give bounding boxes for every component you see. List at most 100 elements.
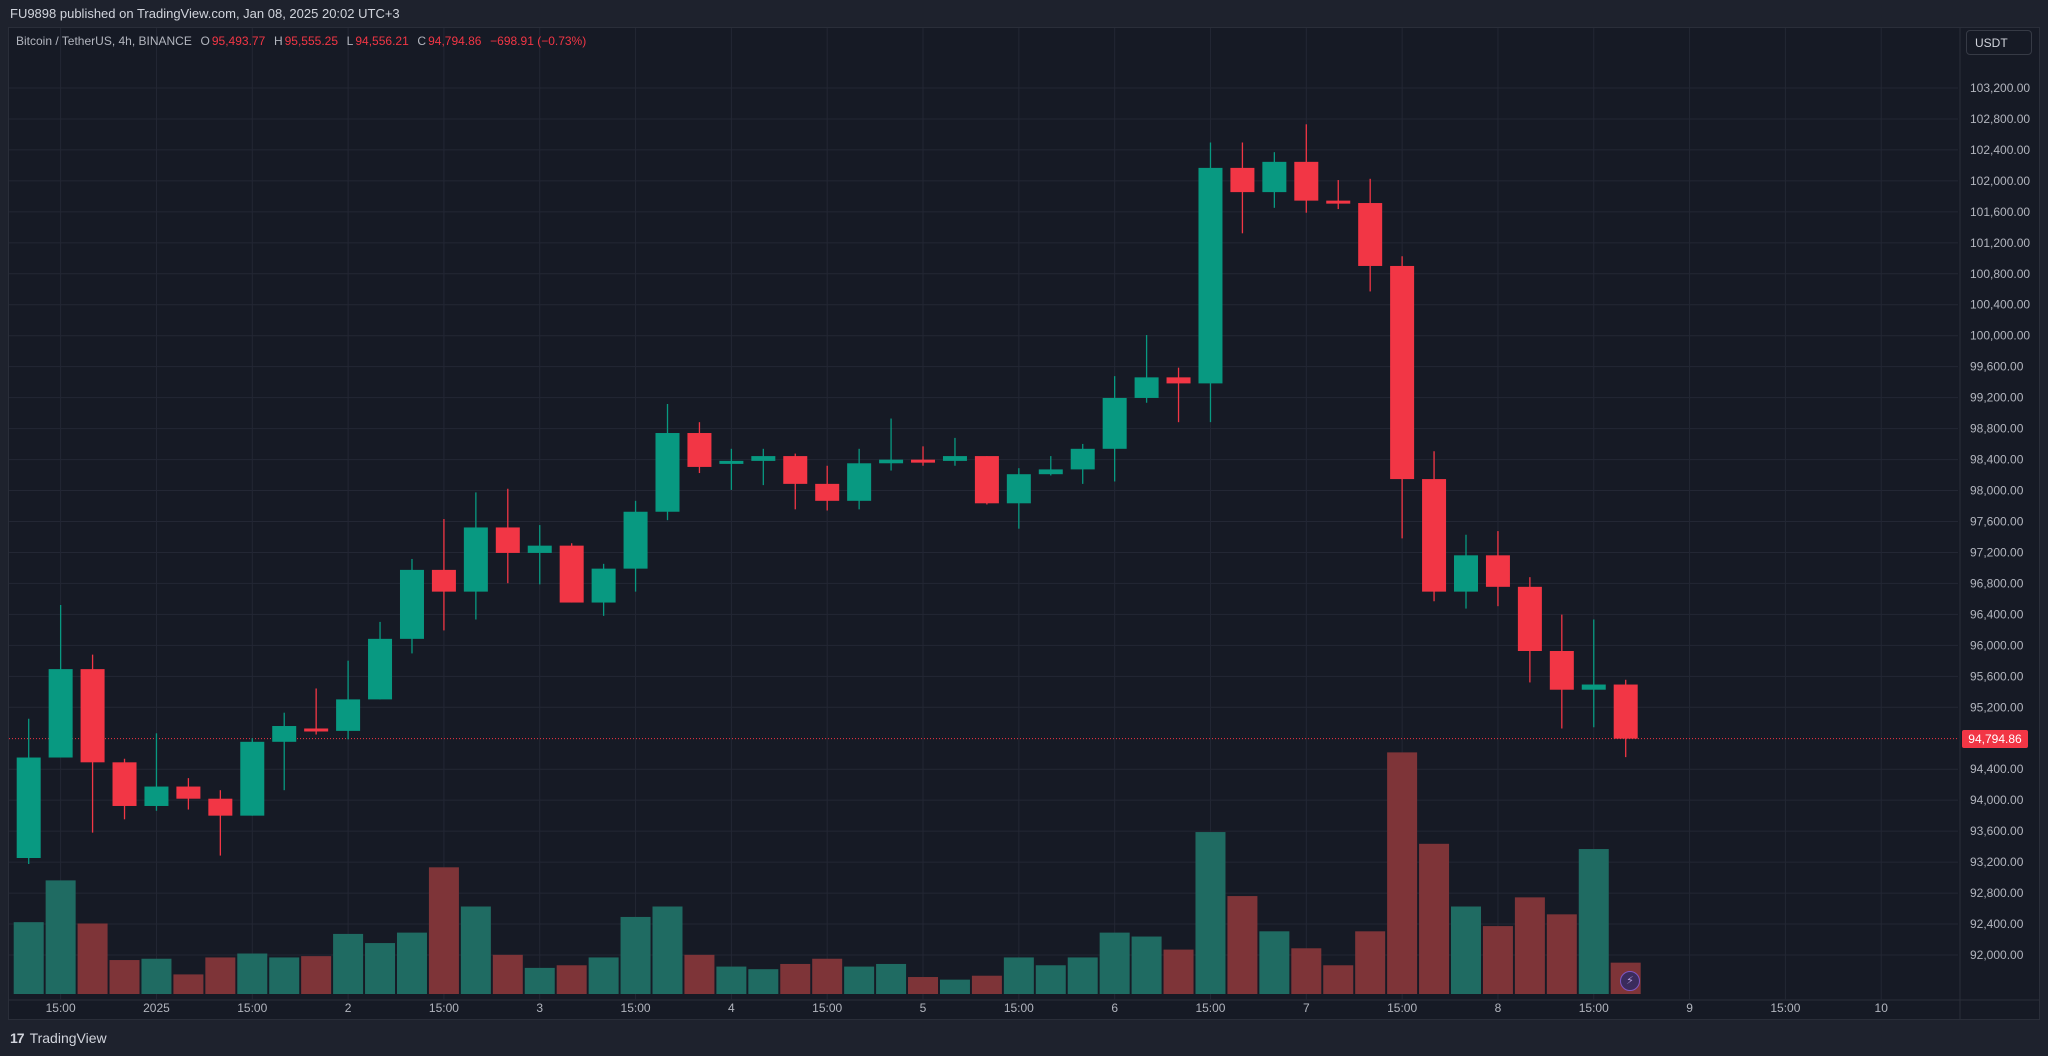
time-tick-label: 2025 <box>143 1001 170 1015</box>
close-label: C <box>417 34 427 48</box>
candle-down <box>815 483 840 501</box>
candle-down <box>1166 377 1191 384</box>
volume-bar <box>1451 906 1481 994</box>
volume-bar <box>77 923 108 994</box>
candle-up <box>399 569 424 639</box>
price-tick-label: 92,800.00 <box>1970 886 2024 900</box>
candle-up <box>623 511 648 569</box>
time-tick-label: 15:00 <box>621 1001 651 1015</box>
low-value: 94,556.21 <box>355 34 409 48</box>
low-label: L <box>346 34 354 48</box>
candle-up <box>655 433 680 512</box>
price-tick-label: 97,200.00 <box>1970 545 2024 559</box>
volume-bar <box>301 956 332 994</box>
time-tick-label: 8 <box>1495 1001 1502 1015</box>
volume-bar <box>141 958 172 994</box>
volume-bar <box>812 958 843 994</box>
time-tick-label: 15:00 <box>1004 1001 1034 1015</box>
candle-up <box>942 456 967 461</box>
candle-up <box>144 786 169 806</box>
volume-bar <box>1546 914 1577 994</box>
currency-button[interactable]: USDT <box>1966 30 2032 55</box>
candle-down <box>80 669 105 763</box>
volume-bar <box>205 957 236 994</box>
candle-down <box>1613 684 1638 739</box>
candle-down <box>911 459 936 463</box>
price-tick-label: 94,000.00 <box>1970 793 2024 807</box>
price-tick-label: 101,600.00 <box>1970 205 2030 219</box>
candle-up <box>16 757 41 858</box>
tradingview-logo-icon: 17 <box>10 1030 25 1046</box>
time-tick-label: 6 <box>1111 1001 1118 1015</box>
price-tick-label: 103,200.00 <box>1970 81 2030 95</box>
candle-up <box>1134 377 1159 398</box>
volume-bar <box>1355 931 1386 994</box>
candle-down <box>783 456 808 484</box>
volume-bar <box>684 954 715 994</box>
candle-up <box>240 741 265 816</box>
candle-down <box>974 456 999 504</box>
candle-up <box>879 459 904 464</box>
volume-bar <box>365 943 396 994</box>
volume-bar <box>1099 932 1130 994</box>
time-tick-label: 15:00 <box>237 1001 267 1015</box>
time-tick-label: 15:00 <box>1195 1001 1225 1015</box>
candle-down <box>112 762 137 806</box>
volume-bar <box>716 966 747 994</box>
candle-down <box>1294 161 1319 201</box>
volume-bar <box>748 969 779 994</box>
volume-bar <box>908 977 939 994</box>
time-tick-label: 2 <box>345 1001 352 1015</box>
candle-down <box>208 798 233 816</box>
time-tick-label: 7 <box>1303 1001 1310 1015</box>
volume-bar <box>876 963 907 994</box>
candle-up <box>591 568 616 603</box>
time-tick-label: 5 <box>920 1001 927 1015</box>
volume-bar <box>237 953 268 994</box>
time-tick-label: 15:00 <box>429 1001 459 1015</box>
volume-bar <box>620 916 651 994</box>
candle-up <box>1581 684 1606 690</box>
volume-bar <box>1131 936 1162 994</box>
price-tick-label: 93,200.00 <box>1970 855 2024 869</box>
candle-down <box>687 433 712 467</box>
candle-up <box>48 669 73 758</box>
volume-bar <box>652 906 683 994</box>
candle-down <box>1390 265 1415 480</box>
volume-bar <box>780 963 811 994</box>
price-tick-label: 100,400.00 <box>1970 298 2030 312</box>
volume-bar <box>1482 926 1513 994</box>
price-tick-label: 96,000.00 <box>1970 638 2024 652</box>
candle-up <box>719 460 744 464</box>
open-label: O <box>200 34 210 48</box>
candle-down <box>559 545 584 603</box>
volume-bar <box>1227 896 1258 994</box>
time-tick-label: 15:00 <box>1770 1001 1800 1015</box>
volume-bar <box>939 979 970 994</box>
time-tick-label: 10 <box>1875 1001 1889 1015</box>
price-tick-label: 93,600.00 <box>1970 824 2024 838</box>
volume-bar <box>1003 957 1034 994</box>
price-tick-label: 100,000.00 <box>1970 329 2030 343</box>
volume-bar <box>492 954 523 994</box>
time-tick-label: 15:00 <box>812 1001 842 1015</box>
volume-bar <box>269 957 300 994</box>
candle-up <box>1102 397 1127 449</box>
open-value: 95,493.77 <box>211 34 266 48</box>
volume-bar <box>588 957 619 994</box>
symbol-title[interactable]: Bitcoin / TetherUS, 4h, BINANCE <box>16 34 192 48</box>
volume-bar <box>1419 843 1450 994</box>
price-tick-label: 98,000.00 <box>1970 484 2024 498</box>
candle-up <box>1262 161 1287 193</box>
candle-up <box>368 638 393 700</box>
lightning-icon[interactable]: ⚡ <box>1620 971 1640 991</box>
volume-bar <box>45 880 76 994</box>
candle-down <box>176 786 201 799</box>
chart-frame <box>8 27 2040 1020</box>
time-tick-label: 9 <box>1686 1001 1693 1015</box>
volume-bar <box>524 967 555 994</box>
volume-bar <box>844 966 875 994</box>
change-value: −698.91 (−0.73%) <box>490 34 587 48</box>
candle-down <box>1485 555 1510 587</box>
